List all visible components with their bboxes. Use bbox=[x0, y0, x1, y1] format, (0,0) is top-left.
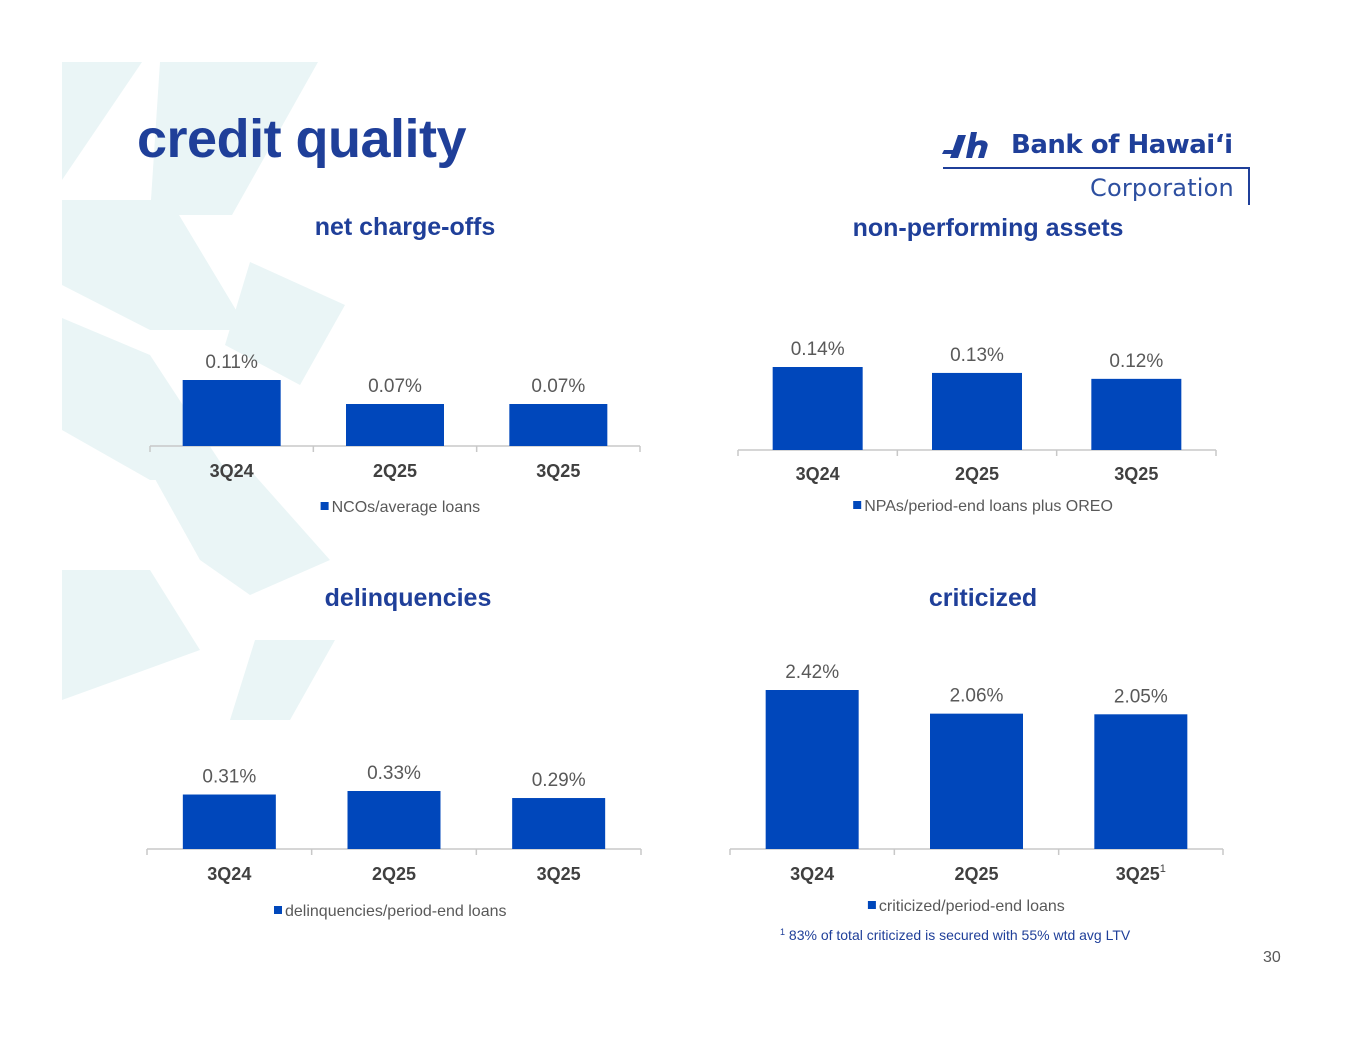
non-performing-assets-category-label: 3Q25 bbox=[1114, 464, 1158, 484]
non-performing-assets-bar bbox=[932, 372, 1022, 450]
non-performing-assets-category-label: 3Q24 bbox=[796, 464, 840, 484]
criticized-bar bbox=[1094, 714, 1188, 849]
net-charge-offs-category-label: 3Q25 bbox=[536, 461, 580, 481]
delinquencies-legend-label: delinquencies/period-end loans bbox=[285, 903, 507, 920]
delinquencies-legend-swatch bbox=[274, 906, 282, 914]
footnote-text: 83% of total criticized is secured with … bbox=[788, 927, 1131, 943]
footnote: 1 83% of total criticized is secured wit… bbox=[780, 927, 1130, 943]
page-number: 30 bbox=[1263, 949, 1281, 966]
logo-wordmark: Bank of Hawaiʻi bbox=[1011, 130, 1233, 160]
bank-of-hawaii-logo: Bank of Hawaiʻi Corporation bbox=[940, 118, 1260, 213]
non-performing-assets-data-label: 0.14% bbox=[791, 339, 845, 360]
logo-divider bbox=[943, 167, 1250, 169]
criticized-category-note: 1 bbox=[1160, 863, 1166, 875]
non-performing-assets-bar bbox=[772, 367, 863, 450]
footnote-marker: 1 bbox=[780, 927, 786, 937]
criticized-bar bbox=[930, 713, 1023, 849]
net-charge-offs-data-label: 0.07% bbox=[531, 376, 585, 397]
criticized-chart-title: criticized bbox=[929, 584, 1037, 612]
delinquencies-category-label: 3Q25 bbox=[537, 864, 581, 884]
criticized-data-label: 2.42% bbox=[785, 662, 839, 683]
delinquencies-bar bbox=[347, 791, 441, 849]
background-watermark bbox=[62, 62, 345, 720]
net-charge-offs-category-label: 2Q25 bbox=[373, 461, 417, 481]
non-performing-assets-legend-swatch bbox=[853, 501, 862, 509]
delinquencies-bar bbox=[512, 798, 606, 849]
criticized-category-label: 3Q251 bbox=[1116, 863, 1166, 884]
delinquencies-category-label: 2Q25 bbox=[372, 864, 416, 884]
criticized-data-label: 2.05% bbox=[1114, 686, 1168, 707]
page-title: credit quality bbox=[137, 109, 467, 169]
criticized-category-label: 3Q24 bbox=[790, 864, 834, 884]
criticized-legend-label: criticized/period-end loans bbox=[879, 898, 1065, 915]
delinquencies-data-label: 0.33% bbox=[367, 763, 421, 784]
net-charge-offs-bar bbox=[346, 404, 444, 446]
delinquencies-data-label: 0.29% bbox=[532, 770, 586, 791]
non-performing-assets-legend-label: NPAs/period-end loans plus OREO bbox=[864, 498, 1113, 515]
net-charge-offs-category-label: 3Q24 bbox=[210, 461, 254, 481]
delinquencies-category-label: 3Q24 bbox=[207, 864, 251, 884]
net-charge-offs-legend-swatch bbox=[320, 502, 329, 510]
logo-subtitle: Corporation bbox=[1090, 174, 1234, 202]
criticized-bar bbox=[765, 690, 859, 849]
delinquencies-data-label: 0.31% bbox=[202, 767, 256, 788]
non-performing-assets-category-label: 2Q25 bbox=[955, 464, 999, 484]
non-performing-assets-bar bbox=[1091, 378, 1182, 450]
non-performing-assets-data-label: 0.12% bbox=[1109, 351, 1163, 372]
net-charge-offs-legend-label: NCOs/average loans bbox=[332, 499, 481, 516]
delinquencies-bar bbox=[182, 794, 276, 849]
bank-logo-icon bbox=[942, 132, 988, 158]
logo-divider-vertical bbox=[1248, 167, 1250, 205]
net-charge-offs-chart-title: net charge-offs bbox=[315, 213, 496, 241]
net-charge-offs-data-label: 0.07% bbox=[368, 376, 422, 397]
non-performing-assets-chart-title: non-performing assets bbox=[853, 214, 1124, 242]
criticized-category-label: 2Q25 bbox=[954, 864, 998, 884]
net-charge-offs-bar bbox=[182, 380, 281, 446]
criticized-data-label: 2.06% bbox=[950, 686, 1004, 707]
net-charge-offs-data-label: 0.11% bbox=[205, 352, 258, 373]
delinquencies-chart-title: delinquencies bbox=[325, 584, 492, 612]
non-performing-assets-data-label: 0.13% bbox=[950, 345, 1004, 366]
net-charge-offs-bar bbox=[509, 404, 608, 446]
criticized-legend-swatch bbox=[867, 901, 876, 909]
